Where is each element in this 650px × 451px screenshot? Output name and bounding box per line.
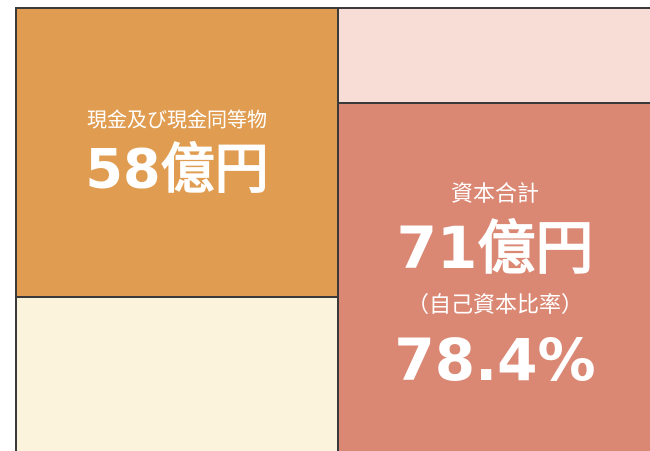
other-assets-block xyxy=(15,296,339,451)
equity-ratio-value: 78.4% xyxy=(394,326,595,394)
equity-value: 71億円 xyxy=(397,214,594,282)
equity-ratio-label: （自己資本比率） xyxy=(407,293,583,318)
cash-block xyxy=(15,7,339,298)
liabilities-block xyxy=(337,7,650,104)
cash-value: 58億円 xyxy=(85,138,268,201)
equity-label: 資本合計 xyxy=(451,182,539,207)
equity-block xyxy=(337,102,650,451)
cash-label: 現金及び現金同等物 xyxy=(87,108,267,132)
